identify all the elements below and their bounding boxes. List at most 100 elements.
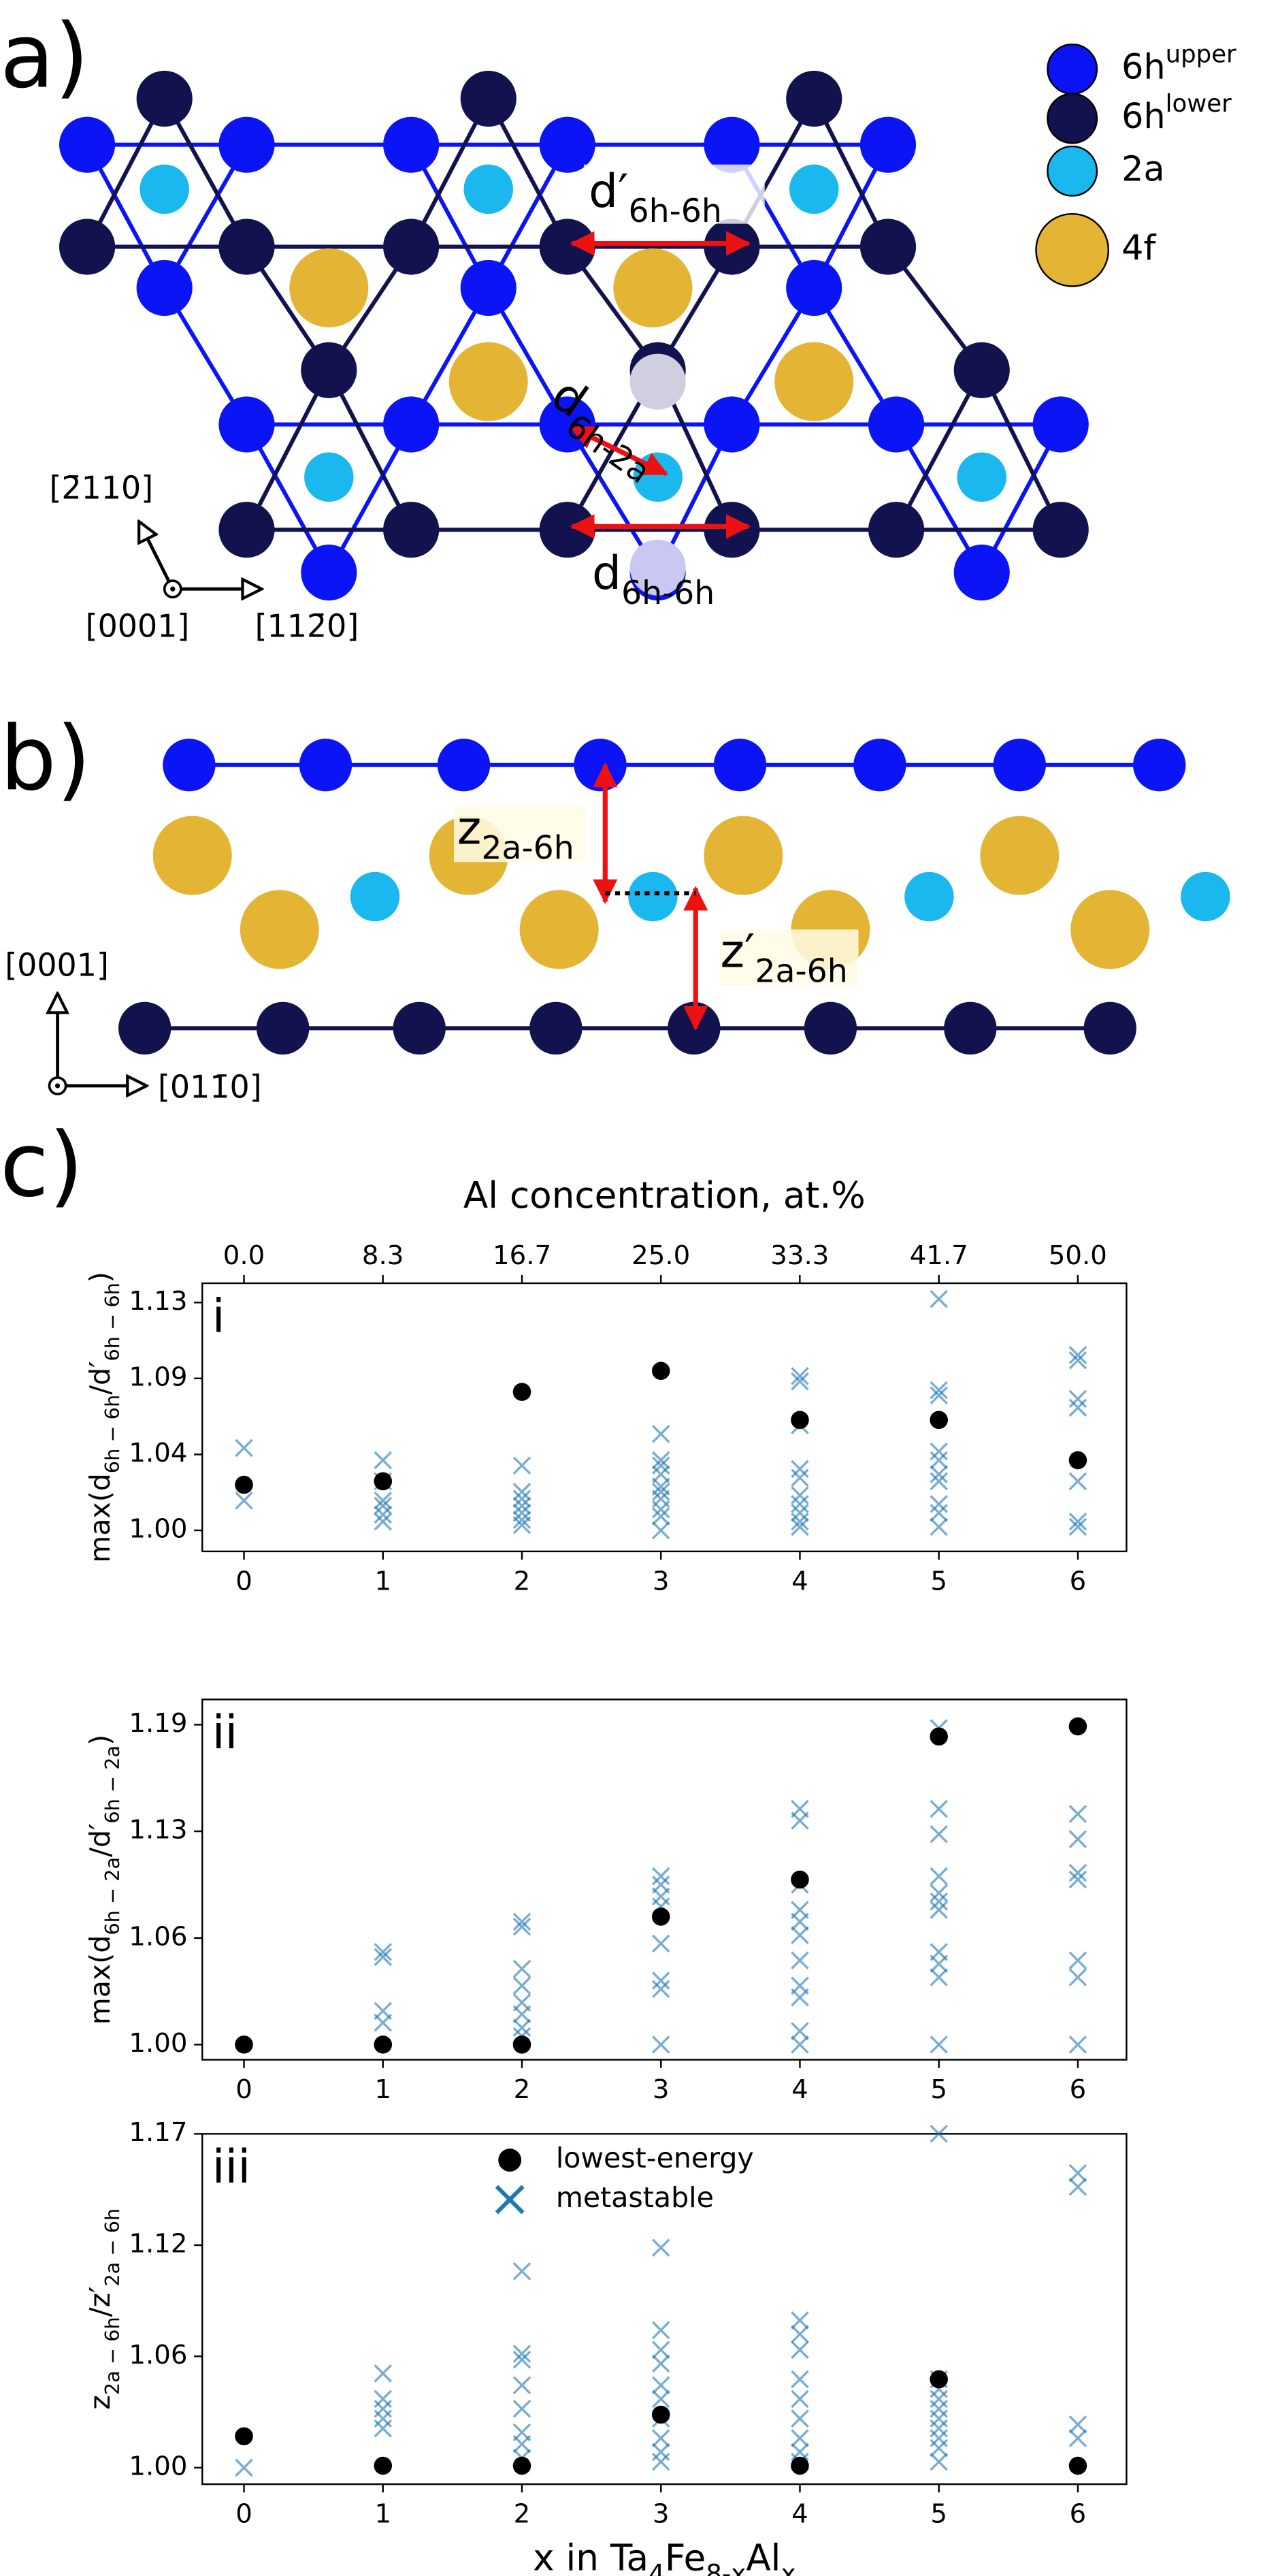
atom-6h-lower xyxy=(944,1001,997,1055)
cross xyxy=(791,1495,809,1513)
point xyxy=(651,2405,670,2424)
y-tick-label: 1.19 xyxy=(129,1708,187,1739)
cross xyxy=(512,1912,531,1931)
x-axis-title-part: Al xyxy=(746,2537,781,2576)
cross xyxy=(374,2419,393,2438)
atom-4f xyxy=(289,248,369,327)
cross xyxy=(930,1451,948,1470)
y-tick-label: 1.04 xyxy=(129,1438,187,1468)
lattice-b xyxy=(118,739,1230,1055)
cross xyxy=(930,1381,948,1400)
atom-2a xyxy=(304,452,354,502)
distance-label-part: d′ xyxy=(589,164,628,218)
bond xyxy=(244,423,331,574)
cross xyxy=(930,2419,948,2438)
atom-6h-lower xyxy=(804,1001,857,1055)
cross xyxy=(512,2435,531,2453)
bond xyxy=(244,369,331,531)
x-tick-label: 2 xyxy=(514,2074,531,2105)
cross xyxy=(930,2125,948,2143)
cross xyxy=(930,1799,948,1818)
x-tick-label: 4 xyxy=(791,1566,808,1596)
atom-6h-lower xyxy=(383,502,440,558)
cross xyxy=(651,1500,670,1519)
legend-swatch xyxy=(1047,44,1098,95)
cross xyxy=(374,2364,393,2383)
x-tick-label: 6 xyxy=(1070,2499,1087,2530)
y-axis-title-part: 6h − 2a xyxy=(101,1857,124,1935)
x-tick-label: 2 xyxy=(514,2499,531,2530)
cross xyxy=(512,2400,531,2418)
x2-tick-label: 8.3 xyxy=(362,1240,404,1271)
x-axis-title-part: x xyxy=(781,2558,795,2576)
atom-6h-upper xyxy=(574,739,627,792)
y-axis-title-part: ) xyxy=(84,1272,116,1283)
y-tick-label: 1.00 xyxy=(129,2451,187,2481)
x-axis-title: x in Ta4Fe8-xAlx xyxy=(533,2537,795,2576)
cross xyxy=(930,1495,948,1513)
cross xyxy=(791,1460,809,1479)
cross xyxy=(930,1465,948,1483)
cross xyxy=(512,2262,531,2281)
x-tick-label: 3 xyxy=(653,2074,670,2105)
cross xyxy=(512,2350,531,2369)
cross xyxy=(651,2340,670,2360)
atom-6h-upper xyxy=(218,116,275,173)
cross xyxy=(374,1505,393,1524)
cross xyxy=(651,2035,670,2054)
cross xyxy=(651,1867,670,1886)
point xyxy=(791,2456,809,2475)
cross xyxy=(791,2325,809,2343)
atom-4f xyxy=(774,342,854,421)
label-bg xyxy=(720,929,859,986)
distance-label-part: 2a-6h xyxy=(481,829,574,867)
cross xyxy=(235,2458,253,2477)
atom-6h-lower xyxy=(460,70,516,127)
cross xyxy=(651,1507,670,1526)
point xyxy=(235,1475,253,1494)
y-axis-title-part: 6h − 6h xyxy=(101,1395,124,1473)
cross xyxy=(512,1917,531,1936)
point xyxy=(791,1411,809,1430)
cross xyxy=(651,1934,670,1953)
atom-4f xyxy=(1070,890,1150,969)
y-axis-title-part: 2a − 6h xyxy=(101,2208,124,2287)
legend-label-part: upper xyxy=(1166,40,1236,68)
x-tick-label: 4 xyxy=(791,2074,808,2105)
cross xyxy=(1068,2178,1087,2196)
x2-tick-label: 16.7 xyxy=(493,1240,551,1271)
panel-label: a) xyxy=(0,4,89,108)
distance-label-part: z′ xyxy=(720,924,755,978)
cross xyxy=(930,2429,948,2447)
legend-marker xyxy=(495,2185,525,2215)
atom-6h-upper xyxy=(383,116,440,173)
y-axis-title-part: 6h − 2a xyxy=(101,1745,124,1824)
cross xyxy=(791,1912,809,1931)
legend-label: lowest-energy xyxy=(556,2142,754,2174)
cross xyxy=(930,1442,948,1461)
atom-4f xyxy=(152,816,232,895)
y-tick-label: 1.09 xyxy=(129,1362,187,1392)
panel-label: c) xyxy=(0,1113,84,1217)
x-tick-label: 4 xyxy=(791,2499,808,2530)
legend-label-part: 4f xyxy=(1121,227,1156,268)
axis-origin-dot xyxy=(54,1083,61,1089)
atom-6h-upper xyxy=(704,116,760,173)
cross xyxy=(1068,1351,1087,1370)
cross xyxy=(930,2452,948,2471)
y-tick-label: 1.00 xyxy=(129,2028,187,2059)
atom-4f xyxy=(613,248,693,327)
cross xyxy=(1068,1389,1087,1408)
cross xyxy=(512,1483,531,1501)
x2-axis-title: Al concentration, at.% xyxy=(463,1174,866,1217)
panel-label: b) xyxy=(0,707,91,810)
cross xyxy=(930,2409,948,2428)
atom-6h-upper xyxy=(383,396,440,453)
atom-4f xyxy=(240,890,319,969)
cross xyxy=(651,1521,670,1540)
cross xyxy=(374,1491,393,1510)
cross xyxy=(374,2013,393,2032)
cross xyxy=(651,1425,670,1443)
y-tick-label: 1.12 xyxy=(129,2229,187,2259)
